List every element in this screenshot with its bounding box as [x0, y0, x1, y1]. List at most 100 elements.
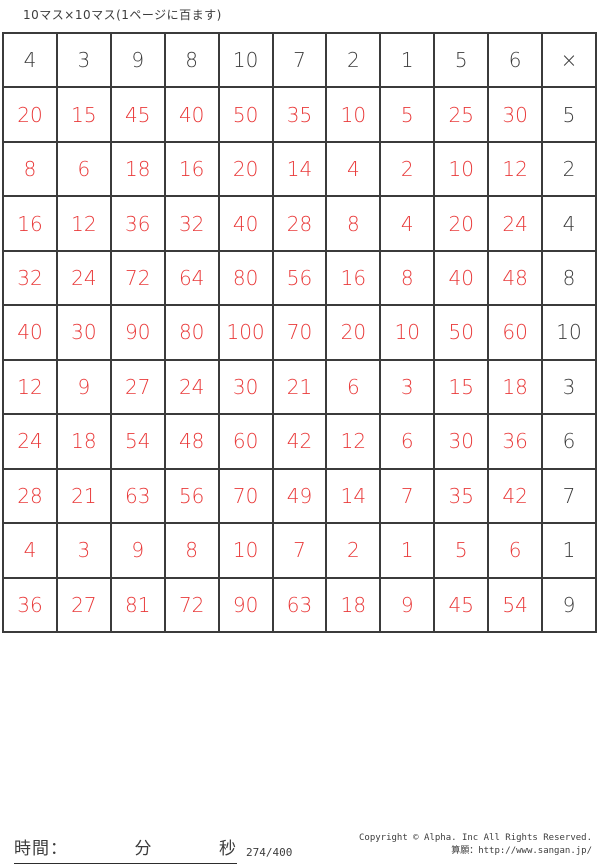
answer-cell: 24: [55, 249, 112, 307]
answer-cell: 30: [55, 304, 112, 361]
answer-cell: 21: [271, 358, 328, 416]
answer-cell: 7: [379, 467, 436, 525]
answer-cell: 10: [379, 304, 436, 361]
answer-cell: 18: [325, 576, 382, 634]
answer-cell: 4: [325, 140, 382, 198]
answer-cell: 20: [217, 140, 274, 198]
header-cell: 8: [163, 31, 220, 89]
answer-cell: 9: [379, 576, 436, 634]
answer-cell: 54: [487, 576, 544, 634]
table-row: 4 3 9 8 10 7 2 1 5 6 1: [2, 522, 597, 579]
answer-cell: 32: [2, 249, 58, 307]
answer-cell: 50: [217, 86, 274, 143]
table-row: 40 30 90 80 100 70 20 10 50 60 10: [2, 304, 597, 361]
answer-cell: 10: [217, 522, 274, 579]
answer-cell: 8: [2, 140, 58, 198]
multiplier-cell: 5: [541, 86, 597, 143]
table-row: 8 6 18 16 20 14 4 2 10 12 2: [2, 140, 597, 198]
answer-cell: 40: [433, 249, 490, 307]
answer-cell: 2: [325, 522, 382, 579]
multiplier-cell: 8: [541, 249, 597, 307]
header-cell: 6: [487, 31, 544, 89]
answer-cell: 50: [433, 304, 490, 361]
table-row: 36 27 81 72 90 63 18 9 45 54 9: [2, 576, 597, 634]
answer-cell: 30: [433, 413, 490, 470]
answer-cell: 28: [271, 195, 328, 252]
header-cell: 4: [2, 31, 58, 89]
answer-cell: 30: [487, 86, 544, 143]
answer-cell: 24: [487, 195, 544, 252]
table-header-row: 4 3 9 8 10 7 2 1 5 6 ×: [2, 31, 597, 89]
answer-cell: 14: [271, 140, 328, 198]
answer-cell: 81: [109, 576, 166, 634]
answer-cell: 6: [55, 140, 112, 198]
answer-cell: 15: [55, 86, 112, 143]
copyright-text: Copyright © Alpha. Inc All Rights Reserv…: [359, 833, 592, 843]
multiplier-cell: 2: [541, 140, 597, 198]
answer-cell: 45: [433, 576, 490, 634]
time-label: 時間：: [14, 839, 68, 859]
header-cell: 10: [217, 31, 274, 89]
answer-cell: 6: [325, 358, 382, 416]
answer-cell: 35: [271, 86, 328, 143]
answer-cell: 100: [217, 304, 274, 361]
header-cell: 5: [433, 31, 490, 89]
answer-cell: 5: [379, 86, 436, 143]
multiplier-cell: 3: [541, 358, 597, 416]
page-number: 274/400: [246, 846, 293, 859]
answer-cell: 32: [163, 195, 220, 252]
answer-cell: 25: [433, 86, 490, 143]
sheet-title: 10マス×10マス(1ページに百ます): [23, 8, 222, 22]
answer-cell: 2: [379, 140, 436, 198]
answer-cell: 10: [325, 86, 382, 143]
answer-cell: 10: [433, 140, 490, 198]
copyright-block: Copyright © Alpha. Inc All Rights Reserv…: [359, 832, 592, 858]
answer-cell: 5: [433, 522, 490, 579]
answer-cell: 9: [109, 522, 166, 579]
answer-cell: 12: [2, 358, 58, 416]
times-table: 4 3 9 8 10 7 2 1 5 6 × 20 15 45 40 50 35 10 5 25 30 5 8 6 18 16 20…: [2, 31, 597, 634]
answer-cell: 24: [2, 413, 58, 470]
answer-cell: 36: [109, 195, 166, 252]
answer-cell: 27: [55, 576, 112, 634]
answer-cell: 4: [2, 522, 58, 579]
seconds-label: 秒: [219, 839, 237, 859]
answer-cell: 14: [325, 467, 382, 525]
answer-cell: 20: [325, 304, 382, 361]
answer-cell: 8: [379, 249, 436, 307]
header-cell: 1: [379, 31, 436, 89]
answer-cell: 24: [163, 358, 220, 416]
answer-cell: 54: [109, 413, 166, 470]
answer-cell: 8: [163, 522, 220, 579]
multiplier-cell: 4: [541, 195, 597, 252]
answer-cell: 3: [55, 522, 112, 579]
answer-cell: 40: [2, 304, 58, 361]
answer-cell: 42: [487, 467, 544, 525]
header-cell: 9: [109, 31, 166, 89]
source-site-text: 算願：http://www.sangan.jp/: [451, 846, 592, 856]
answer-cell: 80: [163, 304, 220, 361]
answer-cell: 12: [55, 195, 112, 252]
answer-cell: 72: [163, 576, 220, 634]
multiplier-cell: 6: [541, 413, 597, 470]
answer-cell: 45: [109, 86, 166, 143]
answer-cell: 49: [271, 467, 328, 525]
answer-cell: 56: [271, 249, 328, 307]
answer-cell: 15: [433, 358, 490, 416]
answer-cell: 42: [271, 413, 328, 470]
answer-cell: 6: [379, 413, 436, 470]
multiply-sign-cell: ×: [541, 31, 597, 89]
answer-cell: 4: [379, 195, 436, 252]
table-row: 32 24 72 64 80 56 16 8 40 48 8: [2, 249, 597, 307]
answer-cell: 20: [2, 86, 58, 143]
answer-cell: 16: [163, 140, 220, 198]
answer-cell: 18: [55, 413, 112, 470]
table-row: 24 18 54 48 60 42 12 6 30 36 6: [2, 413, 597, 470]
answer-cell: 16: [2, 195, 58, 252]
table-row: 28 21 63 56 70 49 14 7 35 42 7: [2, 467, 597, 525]
answer-cell: 72: [109, 249, 166, 307]
answer-cell: 40: [163, 86, 220, 143]
multiplier-cell: 7: [541, 467, 597, 525]
multiplier-cell: 1: [541, 522, 597, 579]
answer-cell: 20: [433, 195, 490, 252]
